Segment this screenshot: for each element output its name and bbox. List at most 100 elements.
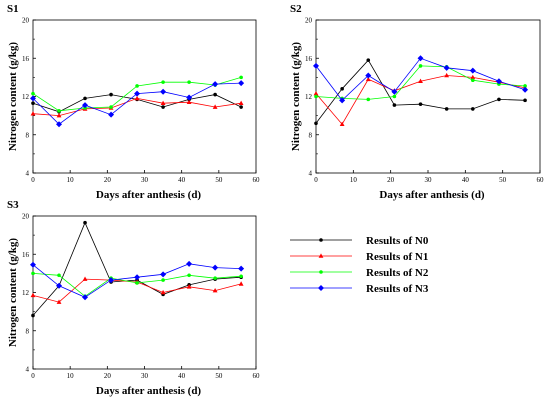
data-point	[313, 62, 319, 69]
plot-frame	[315, 19, 541, 174]
data-point	[83, 96, 87, 101]
legend-label: Results of N0	[366, 235, 429, 247]
legend-marker	[319, 238, 323, 242]
data-point	[213, 276, 217, 280]
data-point	[212, 264, 219, 271]
data-point	[186, 94, 193, 101]
series-results-of-n0	[31, 220, 243, 318]
series-results-of-n0	[314, 58, 527, 126]
x-tick-label: 40	[178, 372, 186, 380]
chart-panel-s2: 4 8 12 16 20 0 10 20 30 40 50 60 S2 Days after anthes…	[290, 3, 544, 201]
data-point	[160, 100, 166, 105]
data-point	[238, 281, 244, 286]
data-point	[340, 87, 344, 91]
y-tick-label: 20	[22, 213, 30, 221]
x-tick-label: 0	[31, 176, 35, 184]
data-point	[418, 78, 423, 83]
x-tick-label: 60	[253, 372, 261, 380]
y-tick-label: 8	[309, 131, 313, 139]
plot-frame	[32, 19, 257, 174]
legend: Results of N0 Results of N1 Results of N2 R…	[290, 235, 429, 295]
data-point	[314, 121, 318, 126]
x-axis-title: Days after anthesis (d)	[96, 189, 202, 201]
data-point	[239, 75, 243, 80]
x-tick-label: 10	[67, 372, 75, 380]
data-point	[187, 80, 191, 84]
x-tick-label: 0	[31, 372, 35, 380]
series-results-of-n2	[314, 64, 527, 102]
data-point	[523, 84, 527, 88]
data-point	[83, 220, 87, 225]
data-point	[497, 97, 501, 102]
series-line	[32, 221, 242, 316]
data-point	[444, 72, 450, 78]
data-point	[212, 81, 219, 88]
data-point	[82, 294, 89, 301]
data-point	[30, 95, 36, 102]
y-tick-label: 20	[305, 17, 313, 25]
data-point	[109, 105, 113, 109]
panel-label: S2	[290, 3, 302, 15]
data-point	[31, 101, 35, 105]
data-point	[444, 107, 449, 111]
series-results-of-n1	[30, 95, 244, 118]
data-point	[108, 111, 115, 118]
y-tick-label: 12	[22, 289, 30, 297]
y-tick-label: 4	[26, 366, 30, 374]
data-point	[471, 107, 475, 111]
legend-label: Results of N3	[366, 283, 429, 295]
panel-label: S1	[7, 3, 19, 15]
x-tick-label: 30	[141, 372, 149, 380]
y-tick-label: 4	[309, 170, 313, 178]
data-point	[238, 265, 245, 272]
data-point	[495, 78, 502, 85]
data-point	[135, 281, 139, 285]
x-tick-label: 30	[141, 176, 149, 184]
chart-panel-s1: 4 8 12 16 20 0 10 20 30 40 50 60 S1 Days after anthes…	[7, 3, 260, 201]
x-tick-label: 50	[499, 176, 507, 184]
y-axis-title: Nitrogen content (g/kg)	[290, 42, 302, 152]
data-point	[30, 111, 36, 116]
y-tick-label: 8	[26, 327, 30, 335]
x-axis-title: Days after anthesis (d)	[379, 189, 485, 201]
data-point	[108, 277, 115, 284]
y-tick-label: 12	[22, 93, 30, 101]
data-point	[313, 91, 319, 96]
data-point	[417, 55, 424, 62]
series-results-of-n3	[313, 55, 529, 104]
data-point	[186, 99, 192, 105]
y-tick-label: 4	[26, 170, 30, 178]
y-axis-title: Nitrogen content (g/kg)	[7, 42, 19, 152]
x-tick-label: 10	[67, 176, 75, 184]
data-point	[160, 88, 167, 95]
data-point	[134, 95, 140, 101]
data-point	[392, 94, 397, 99]
data-point	[471, 78, 475, 83]
series-line	[32, 82, 242, 125]
panel-label: S3	[7, 199, 19, 211]
data-point	[57, 273, 61, 278]
data-point	[392, 103, 397, 107]
data-point	[56, 282, 63, 289]
plot-frame	[32, 215, 257, 370]
data-point	[366, 58, 371, 62]
x-tick-label: 40	[462, 176, 470, 184]
legend-label: Results of N2	[366, 267, 429, 279]
data-point	[161, 80, 165, 84]
data-point	[134, 274, 141, 281]
data-point	[186, 260, 193, 267]
data-point	[391, 88, 398, 95]
data-point	[187, 273, 191, 278]
x-tick-label: 20	[104, 176, 112, 184]
x-tick-label: 30	[425, 176, 433, 184]
series-results-of-n1	[30, 276, 244, 304]
data-point	[161, 105, 165, 109]
data-point	[239, 274, 243, 279]
data-point	[160, 289, 166, 295]
x-tick-label: 50	[215, 372, 223, 380]
data-point	[82, 276, 88, 281]
data-point	[135, 84, 139, 88]
data-point	[366, 97, 371, 102]
x-tick-label: 40	[178, 176, 186, 184]
x-tick-label: 60	[537, 176, 545, 184]
